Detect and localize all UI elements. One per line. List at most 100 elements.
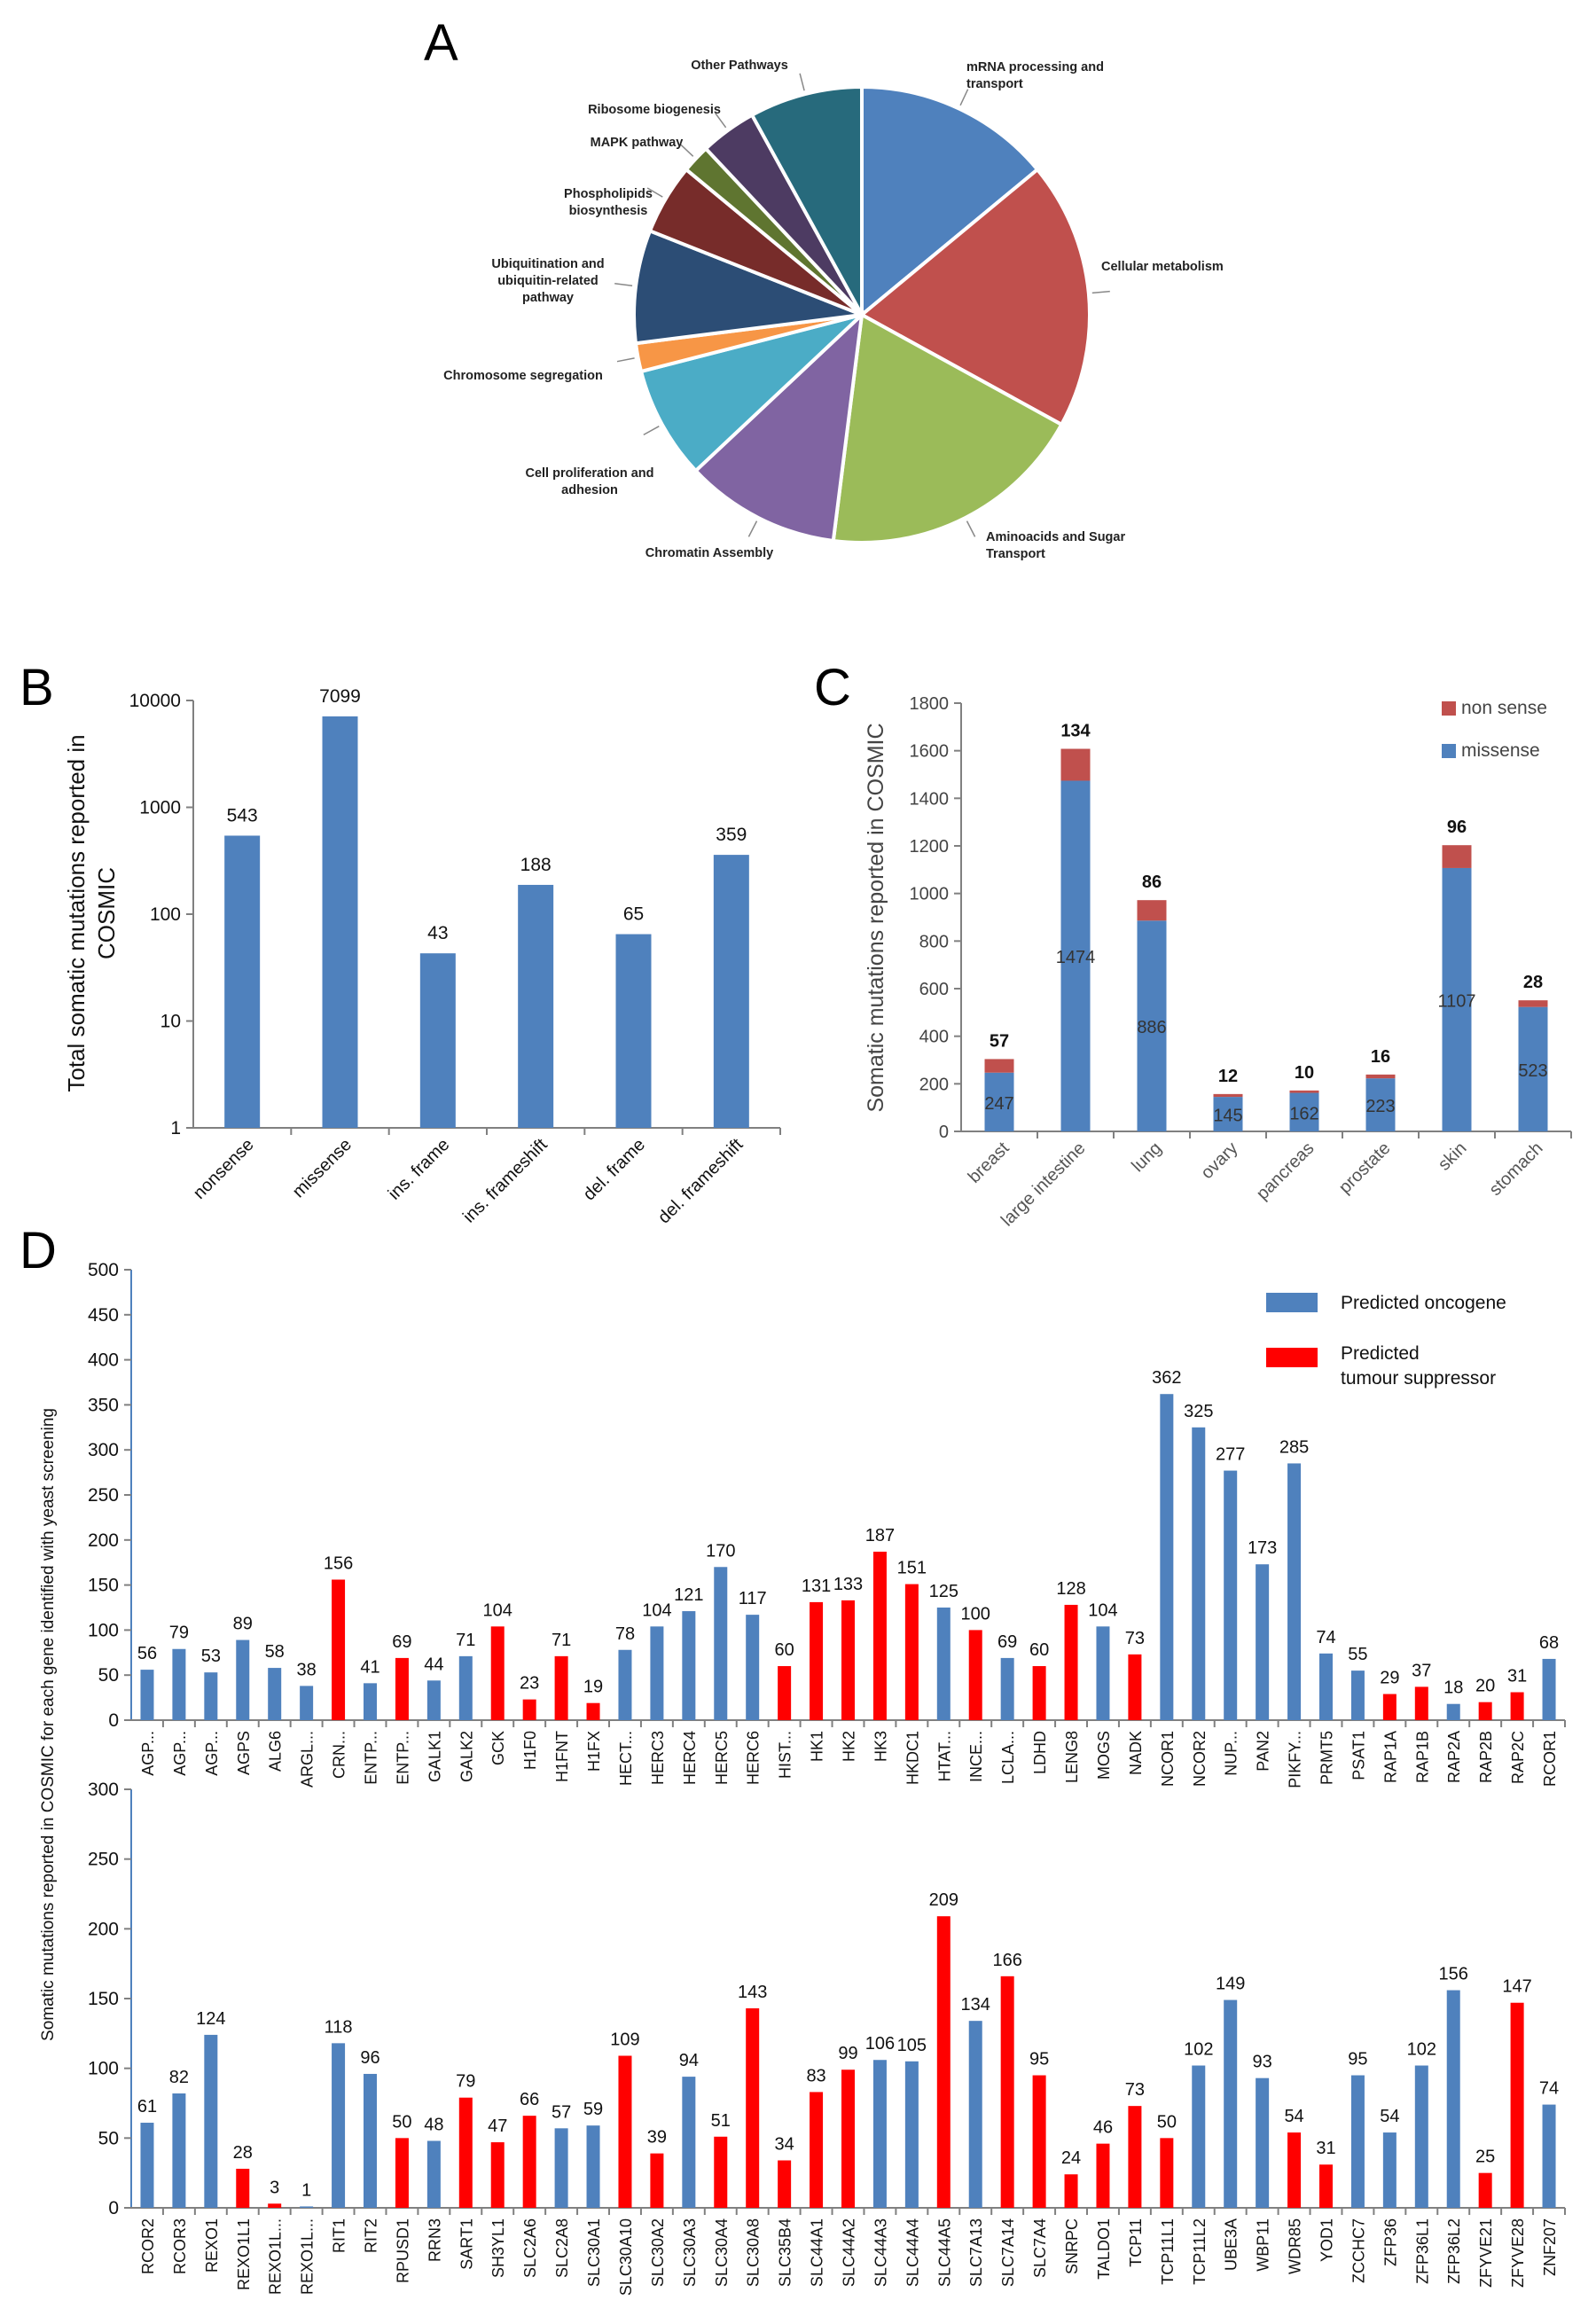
bar-tumour-suppressor — [458, 2097, 473, 2208]
bar-tumour-suppressor — [1128, 1654, 1142, 1720]
data-label: 73 — [1125, 2080, 1145, 2100]
data-label: 82 — [169, 2068, 189, 2087]
data-label: 133 — [833, 1575, 863, 1594]
data-label: 54 — [1284, 2107, 1303, 2126]
x-tick-label: ovary — [1197, 1138, 1241, 1183]
data-label: 19 — [583, 1678, 603, 1697]
x-tick-label: TCP11L1 — [1159, 2218, 1177, 2285]
x-tick-label: RCOR3 — [171, 2218, 189, 2274]
bar-oncogene — [458, 1655, 473, 1720]
y-tick-label: 0 — [108, 2198, 119, 2218]
bar-nonsense — [1442, 845, 1472, 868]
data-label: 31 — [1316, 2139, 1335, 2158]
data-label: 95 — [1348, 2050, 1367, 2070]
x-tick-label: RCOR1 — [1541, 1731, 1559, 1787]
data-label: 50 — [1157, 2112, 1177, 2132]
data-label: 65 — [623, 904, 644, 925]
x-tick-label: WBP11 — [1255, 2218, 1272, 2272]
data-label-nonsense: 16 — [1371, 1047, 1390, 1067]
data-label-nonsense: 86 — [1142, 872, 1162, 892]
y-tick-label: 50 — [98, 2128, 119, 2148]
bar-tumour-suppressor — [778, 2160, 792, 2208]
y-tick-label: 150 — [88, 1576, 119, 1596]
data-label: 71 — [456, 1631, 475, 1650]
bar-tumour-suppressor — [1064, 1604, 1078, 1720]
x-tick-label: HERC4 — [681, 1731, 699, 1785]
x-tick-label: LCLA... — [999, 1731, 1017, 1784]
stacked-bar-chart-panel-c: C 0 200 400 600 800 1000 1200 1400 1600 1800 57 247… — [814, 659, 1572, 1231]
x-tick-label: pancreas — [1253, 1138, 1318, 1204]
data-label: 59 — [583, 2100, 603, 2119]
pie-slice-label: Ubiquitination and ubiquitin-related pathw… — [491, 257, 604, 305]
data-label: 46 — [1093, 2118, 1113, 2138]
bar-oncogene — [1224, 1999, 1238, 2208]
pie-slice-label: MAPK pathway — [591, 136, 684, 150]
bar-missense — [1137, 920, 1167, 1131]
data-label: 78 — [615, 1624, 635, 1644]
pie-slice — [632, 228, 863, 346]
pie-slice-label: Phospholipids biosynthesis — [564, 187, 653, 218]
y-tick-label: 350 — [88, 1395, 119, 1415]
x-tick-label: TCP11 — [1127, 2218, 1145, 2267]
x-tick-label: INCE... — [967, 1731, 985, 1782]
data-label: 24 — [1061, 2148, 1081, 2168]
data-label-missense: 223 — [1365, 1097, 1395, 1116]
data-label: 3 — [270, 2178, 279, 2197]
data-label: 71 — [552, 1631, 571, 1650]
data-label: 209 — [929, 1890, 958, 1910]
bar-oncogene — [1160, 1394, 1174, 1720]
bar-oncogene — [1350, 1670, 1365, 1720]
data-label: 118 — [325, 2017, 353, 2037]
x-tick-label: breast — [965, 1138, 1013, 1187]
data-label: 147 — [1502, 1977, 1531, 1997]
data-label-missense: 247 — [984, 1094, 1013, 1114]
bar-tumour-suppressor — [778, 1666, 792, 1720]
data-label: 151 — [897, 1559, 927, 1578]
data-label: 44 — [424, 1655, 443, 1674]
pie-leader-line — [747, 520, 758, 537]
pie-slice — [860, 84, 1040, 319]
legend-label-nonsense: non sense — [1461, 698, 1547, 718]
x-tick-label: SLC44A1 — [809, 2218, 826, 2287]
data-label-missense: 1107 — [1437, 991, 1475, 1011]
bar-oncogene — [268, 1668, 282, 1720]
y-tick-label: 1000 — [139, 798, 181, 818]
y-tick-label: 300 — [88, 1440, 119, 1460]
data-label: 100 — [961, 1604, 990, 1624]
x-tick-label: SLC2A8 — [553, 2218, 571, 2278]
data-label-nonsense: 134 — [1060, 722, 1091, 741]
y-axis-title: Somatic mutations reported in COSMIC — [864, 723, 888, 1112]
x-tick-label: LENG8 — [1063, 1731, 1081, 1783]
bar-tumour-suppressor — [810, 1601, 824, 1720]
data-label-missense: 886 — [1137, 1018, 1166, 1037]
x-tick-label: HK3 — [872, 1731, 889, 1762]
data-label: 104 — [483, 1600, 512, 1620]
data-label: 29 — [1380, 1669, 1399, 1688]
data-label: 54 — [1380, 2107, 1399, 2126]
legend-label-tumour-suppressor: Predicted tumour suppressor — [1341, 1343, 1496, 1389]
bar-oncogene — [426, 2140, 441, 2208]
x-tick-label: SLC30A2 — [649, 2218, 667, 2287]
bar-nonsense — [1365, 1074, 1396, 1079]
bar-oncogene — [300, 1686, 314, 1720]
bar-nonsense — [1518, 1000, 1548, 1007]
x-tick-label: AGPS — [235, 1731, 253, 1775]
bar-nonsense — [984, 1059, 1014, 1073]
x-tick-label: TALDO1 — [1095, 2218, 1113, 2280]
x-tick-label: YOD1 — [1318, 2218, 1336, 2262]
bar-oncogene — [1000, 1657, 1014, 1720]
x-tick-label: WDR85 — [1287, 2218, 1304, 2274]
data-label: 79 — [456, 2072, 475, 2092]
data-label: 93 — [1253, 2053, 1272, 2072]
bar-tumour-suppressor — [714, 2136, 728, 2208]
y-tick-label: 0 — [939, 1123, 949, 1142]
bar-tumour-suppressor — [586, 1702, 600, 1720]
panel-letter-b: B — [20, 659, 54, 716]
pie-slice — [692, 309, 864, 544]
data-label: 7099 — [319, 686, 361, 707]
x-tick-label: HERC5 — [713, 1731, 731, 1785]
data-label: 104 — [642, 1600, 671, 1620]
bar-tumour-suppressor — [268, 2203, 282, 2208]
pie-slice-label: Cell proliferation and adhesion — [525, 466, 653, 497]
data-label: 277 — [1216, 1445, 1245, 1465]
